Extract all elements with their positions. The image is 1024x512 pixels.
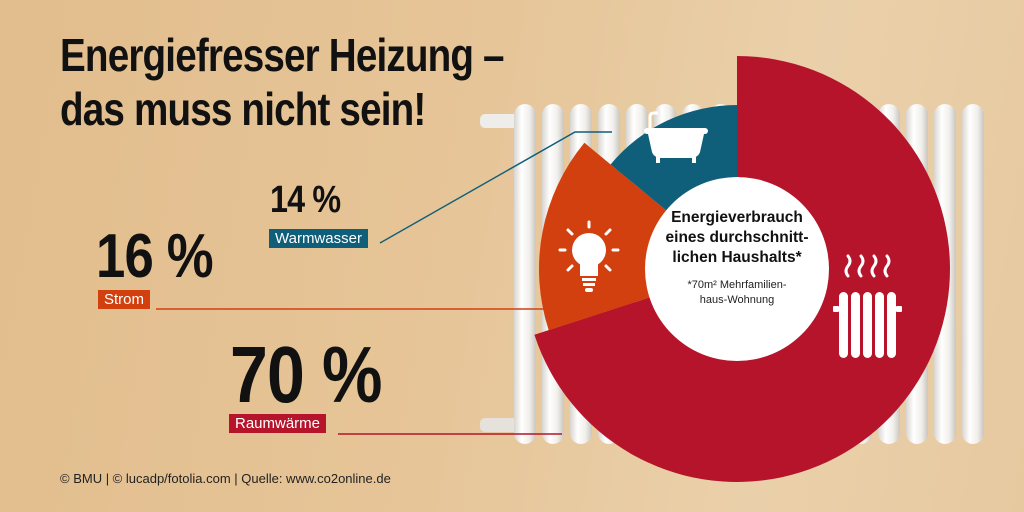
source-credit: © BMU | © lucadp/fotolia.com | Quelle: w… bbox=[60, 471, 391, 486]
raumwaerme-value: 70 % bbox=[230, 330, 382, 419]
title-line-1: Energiefresser Heizung – bbox=[60, 29, 505, 81]
note-line-1: *70m² Mehrfamilien- bbox=[687, 279, 787, 291]
pie-center-title: Energieverbrauch eines durchschnitt- lic… bbox=[648, 208, 826, 268]
center-line-3: lichen Haushalts* bbox=[672, 249, 802, 266]
radiator-icon bbox=[833, 254, 902, 358]
warmwasser-label: Warmwasser bbox=[269, 229, 368, 248]
strom-label: Strom bbox=[98, 290, 151, 309]
radiator-fin bbox=[962, 104, 984, 444]
warmwasser-leader bbox=[379, 131, 612, 244]
warmwasser-value: 14 % bbox=[270, 179, 341, 221]
pie-center-label: Energieverbrauch eines durchschnitt- lic… bbox=[648, 208, 826, 308]
radiator-valve-bottom bbox=[480, 418, 520, 432]
radiator-valve-top bbox=[480, 114, 520, 128]
title-line-2: das muss nicht sein! bbox=[60, 83, 426, 135]
pie-center-footnote: *70m² Mehrfamilien- haus-Wohnung bbox=[648, 278, 826, 308]
page-title: Energiefresser Heizung – das muss nicht … bbox=[60, 28, 505, 136]
note-line-2: haus-Wohnung bbox=[699, 294, 775, 306]
strom-value: 16 % bbox=[96, 222, 214, 291]
raumwaerme-label: Raumwärme bbox=[229, 414, 327, 433]
radiator-fin bbox=[514, 104, 536, 444]
leader-lines bbox=[156, 131, 612, 435]
pie-center-hole bbox=[645, 177, 829, 361]
center-line-1: Energieverbrauch bbox=[671, 209, 803, 226]
center-line-2: eines durchschnitt- bbox=[665, 229, 809, 246]
bathtub-icon bbox=[644, 111, 708, 163]
lightbulb-icon bbox=[558, 220, 620, 292]
